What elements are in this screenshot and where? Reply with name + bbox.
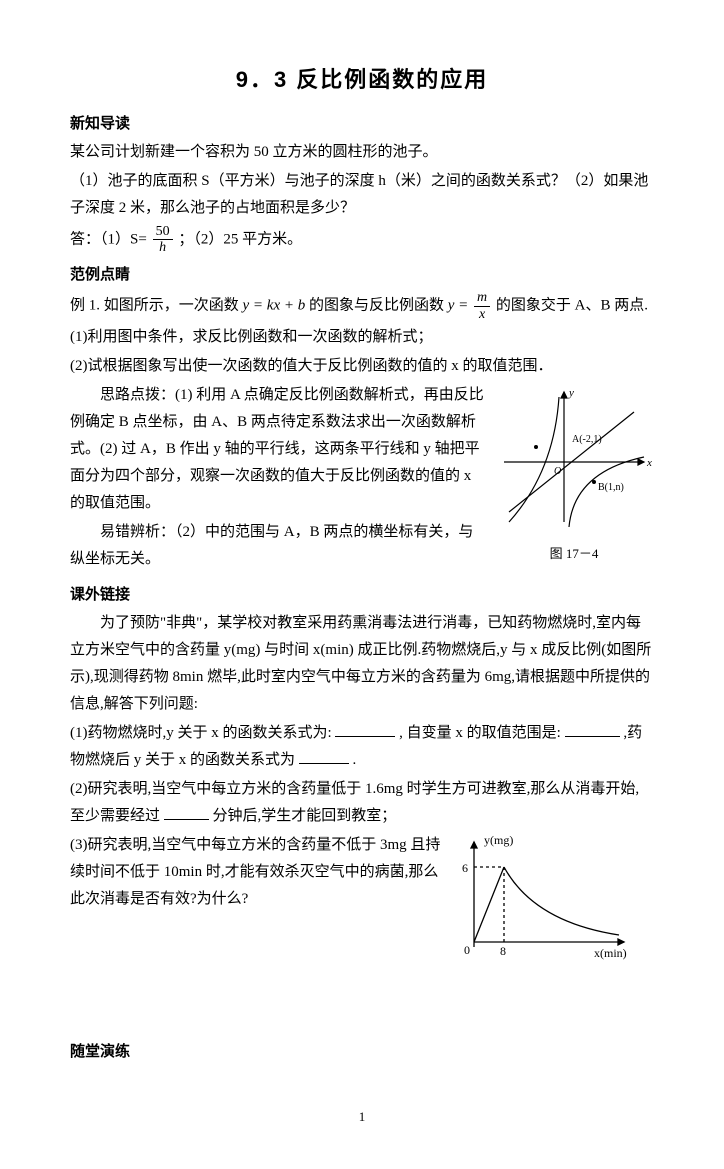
section-head-new: 新知导读 — [70, 110, 654, 137]
chart-xlabel: x(min) — [594, 946, 627, 960]
ans-a: 答：（1）S= — [70, 231, 147, 247]
ex1-b: 的图象与反比例函数 — [309, 298, 448, 314]
page-number: 1 — [70, 1105, 654, 1128]
pt-a-label: A(-2,1) — [572, 434, 602, 445]
example1-stem: 例 1. 如图所示，一次函数 y = kx + b 的图象与反比例函数 y = … — [70, 290, 654, 322]
hyperbola-svg: x y O A(-2,1) B(1,n) — [494, 382, 654, 532]
chart-origin: 0 — [464, 943, 470, 957]
axis-x-label: x — [646, 457, 652, 469]
ex1-eq1: y = kx + b — [243, 298, 306, 314]
sec3-p1: 为了预防"非典"，某学校对教室采用药熏消毒法进行消毒，已知药物燃烧时,室内每立方… — [70, 610, 654, 718]
ex1-q2: (2)试根据图象写出使一次函数的值大于反比例函数的值的 x 的取值范围． — [70, 353, 654, 380]
ex1-eq2-frac: m x — [474, 290, 490, 322]
ans-b: ；（2）25 平方米。 — [178, 231, 302, 247]
q1b: , 自变量 x 的取值范围是: — [399, 725, 561, 741]
section-head-practice: 随堂演练 — [70, 1038, 654, 1065]
ex1-c: 的图象交于 A、B 两点. — [496, 298, 648, 314]
chart-ytick: 6 — [462, 861, 468, 875]
section-head-link: 课外链接 — [70, 581, 654, 608]
figure-hyperbola: x y O A(-2,1) B(1,n) 图 17－4 — [494, 382, 654, 565]
ex1-a: 例 1. 如图所示，一次函数 — [70, 298, 243, 314]
page-title: 9．3 反比例函数的应用 — [70, 60, 654, 100]
ex1-eq2-den: x — [474, 307, 490, 322]
chart-ylabel: y(mg) — [484, 833, 513, 847]
decay-svg: y(mg) x(min) 6 8 0 — [444, 832, 634, 962]
blank-2 — [565, 721, 620, 737]
ans-num: 50 — [153, 224, 173, 240]
sec3-q1: (1)药物燃烧时,y 关于 x 的函数关系式为: , 自变量 x 的取值范围是:… — [70, 720, 654, 774]
blank-3 — [299, 748, 349, 764]
figure-decay-chart: y(mg) x(min) 6 8 0 — [444, 832, 634, 972]
q1a: (1)药物燃烧时,y 关于 x 的函数关系式为: — [70, 725, 335, 741]
intro-p2: （1）池子的底面积 S（平方米）与池子的深度 h（米）之间的函数关系式？（2）如… — [70, 168, 654, 222]
q1d: . — [353, 752, 357, 768]
figure-label: 图 17－4 — [494, 542, 654, 565]
intro-answer: 答：（1）S= 50 h ；（2）25 平方米。 — [70, 224, 654, 256]
ex1-eq2a: y = — [448, 298, 469, 314]
section-head-example: 范例点睛 — [70, 261, 654, 288]
q2b: 分钟后,学生才能回到教室； — [213, 808, 397, 824]
ans-fraction: 50 h — [153, 224, 173, 256]
ex1-q1: (1)利用图中条件，求反比例函数和一次函数的解析式； — [70, 324, 654, 351]
ex1-eq2-num: m — [474, 290, 490, 306]
ans-den: h — [153, 240, 173, 255]
chart-xtick: 8 — [500, 944, 506, 958]
origin-label: O — [554, 466, 561, 477]
blank-4 — [164, 804, 209, 820]
axis-y-label: y — [568, 387, 574, 399]
sec3-q2: (2)研究表明,当空气中每立方米的含药量低于 1.6mg 时学生方可进教室,那么… — [70, 776, 654, 830]
intro-p1: 某公司计划新建一个容积为 50 立方米的圆柱形的池子。 — [70, 139, 654, 166]
pt-b-label: B(1,n) — [598, 482, 624, 493]
blank-1 — [335, 721, 395, 737]
